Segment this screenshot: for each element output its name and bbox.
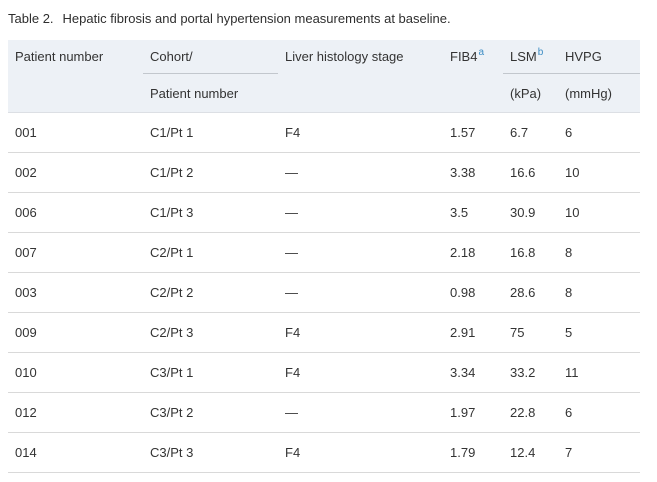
col-header-empty <box>443 73 503 113</box>
hvpg-cell: 8 <box>558 272 640 313</box>
data-table: Patient number Cohort/ Liver histology s… <box>8 40 640 473</box>
histology-cell: F4 <box>278 432 443 473</box>
cohort-cell: C1/Pt 1 <box>143 112 278 153</box>
cohort-cell: C3/Pt 1 <box>143 352 278 393</box>
patient-number-cell: 003 <box>8 272 143 313</box>
hvpg-cell: 8 <box>558 232 640 273</box>
lsm-cell: 30.9 <box>503 192 558 233</box>
table-body: 001 C1/Pt 1 F4 1.57 6.7 6 002 C1/Pt 2 — … <box>8 112 640 473</box>
hvpg-cell: 7 <box>558 432 640 473</box>
lsm-cell: 6.7 <box>503 112 558 153</box>
table-caption-text: Hepatic fibrosis and portal hypertension… <box>62 11 451 26</box>
hvpg-cell: 11 <box>558 352 640 393</box>
fib4-cell: 3.5 <box>443 192 503 233</box>
table-row: 007 C2/Pt 1 — 2.18 16.8 8 <box>8 232 640 273</box>
patient-number-cell: 014 <box>8 432 143 473</box>
col-header-empty <box>8 73 143 113</box>
hvpg-cell: 6 <box>558 112 640 153</box>
footnote-marker-a[interactable]: a <box>478 46 485 58</box>
histology-cell: — <box>278 392 443 433</box>
lsm-cell: 12.4 <box>503 432 558 473</box>
table-row: 006 C1/Pt 3 — 3.5 30.9 10 <box>8 192 640 233</box>
cohort-cell: C1/Pt 2 <box>143 152 278 193</box>
fib4-cell: 2.18 <box>443 232 503 273</box>
lsm-cell: 16.6 <box>503 152 558 193</box>
col-header-patient-number: Patient number <box>8 40 143 74</box>
table-row: 009 C2/Pt 3 F4 2.91 75 5 <box>8 312 640 353</box>
col-header-cohort: Cohort/ <box>143 40 278 74</box>
col-header-hvpg-unit: (mmHg) <box>558 73 640 113</box>
cohort-cell: C2/Pt 1 <box>143 232 278 273</box>
fib4-cell: 1.57 <box>443 112 503 153</box>
fib4-cell: 3.34 <box>443 352 503 393</box>
col-header-lsm: LSMb <box>503 40 558 74</box>
fib4-cell: 2.91 <box>443 312 503 353</box>
col-header-lsm-unit: (kPa) <box>503 73 558 113</box>
hvpg-cell: 6 <box>558 392 640 433</box>
col-header-lsm-label: LSM <box>510 49 537 64</box>
table-label: Table 2. <box>8 11 54 26</box>
lsm-cell: 28.6 <box>503 272 558 313</box>
fib4-cell: 0.98 <box>443 272 503 313</box>
col-header-hvpg: HVPG <box>558 40 640 74</box>
patient-number-cell: 002 <box>8 152 143 193</box>
patient-number-cell: 010 <box>8 352 143 393</box>
histology-cell: F4 <box>278 312 443 353</box>
cohort-cell: C3/Pt 2 <box>143 392 278 433</box>
col-header-fib4-label: FIB4 <box>450 49 478 65</box>
cohort-cell: C1/Pt 3 <box>143 192 278 233</box>
cohort-cell: C3/Pt 3 <box>143 432 278 473</box>
histology-cell: — <box>278 192 443 233</box>
table-row: 014 C3/Pt 3 F4 1.79 12.4 7 <box>8 432 640 473</box>
lsm-cell: 33.2 <box>503 352 558 393</box>
patient-number-cell: 001 <box>8 112 143 153</box>
table-row: 012 C3/Pt 2 — 1.97 22.8 6 <box>8 392 640 433</box>
table-row: 002 C1/Pt 2 — 3.38 16.6 10 <box>8 152 640 193</box>
hvpg-cell: 10 <box>558 152 640 193</box>
footnote-marker-b[interactable]: b <box>537 46 544 58</box>
col-header-liver-histology: Liver histology stage <box>278 40 443 74</box>
header-row-1: Patient number Cohort/ Liver histology s… <box>8 40 640 74</box>
patient-number-cell: 006 <box>8 192 143 233</box>
table-row: 010 C3/Pt 1 F4 3.34 33.2 11 <box>8 352 640 393</box>
lsm-cell: 16.8 <box>503 232 558 273</box>
table-header: Patient number Cohort/ Liver histology s… <box>8 40 640 113</box>
patient-number-cell: 009 <box>8 312 143 353</box>
col-header-fib4: FIB4a <box>443 40 503 74</box>
patient-number-cell: 007 <box>8 232 143 273</box>
histology-cell: F4 <box>278 112 443 153</box>
lsm-cell: 22.8 <box>503 392 558 433</box>
histology-cell: — <box>278 272 443 313</box>
table-row: 001 C1/Pt 1 F4 1.57 6.7 6 <box>8 112 640 153</box>
table-caption: Table 2. Hepatic fibrosis and portal hype… <box>8 11 451 26</box>
patient-number-cell: 012 <box>8 392 143 433</box>
fib4-cell: 1.79 <box>443 432 503 473</box>
histology-cell: F4 <box>278 352 443 393</box>
header-row-2: Patient number (kPa) (mmHg) <box>8 73 640 113</box>
table-row: 003 C2/Pt 2 — 0.98 28.6 8 <box>8 272 640 313</box>
fib4-cell: 1.97 <box>443 392 503 433</box>
histology-cell: — <box>278 232 443 273</box>
fib4-cell: 3.38 <box>443 152 503 193</box>
hvpg-cell: 5 <box>558 312 640 353</box>
col-header-empty <box>278 73 443 113</box>
hvpg-cell: 10 <box>558 192 640 233</box>
histology-cell: — <box>278 152 443 193</box>
lsm-cell: 75 <box>503 312 558 353</box>
col-header-cohort-line2: Patient number <box>143 73 278 113</box>
cohort-cell: C2/Pt 3 <box>143 312 278 353</box>
cohort-cell: C2/Pt 2 <box>143 272 278 313</box>
